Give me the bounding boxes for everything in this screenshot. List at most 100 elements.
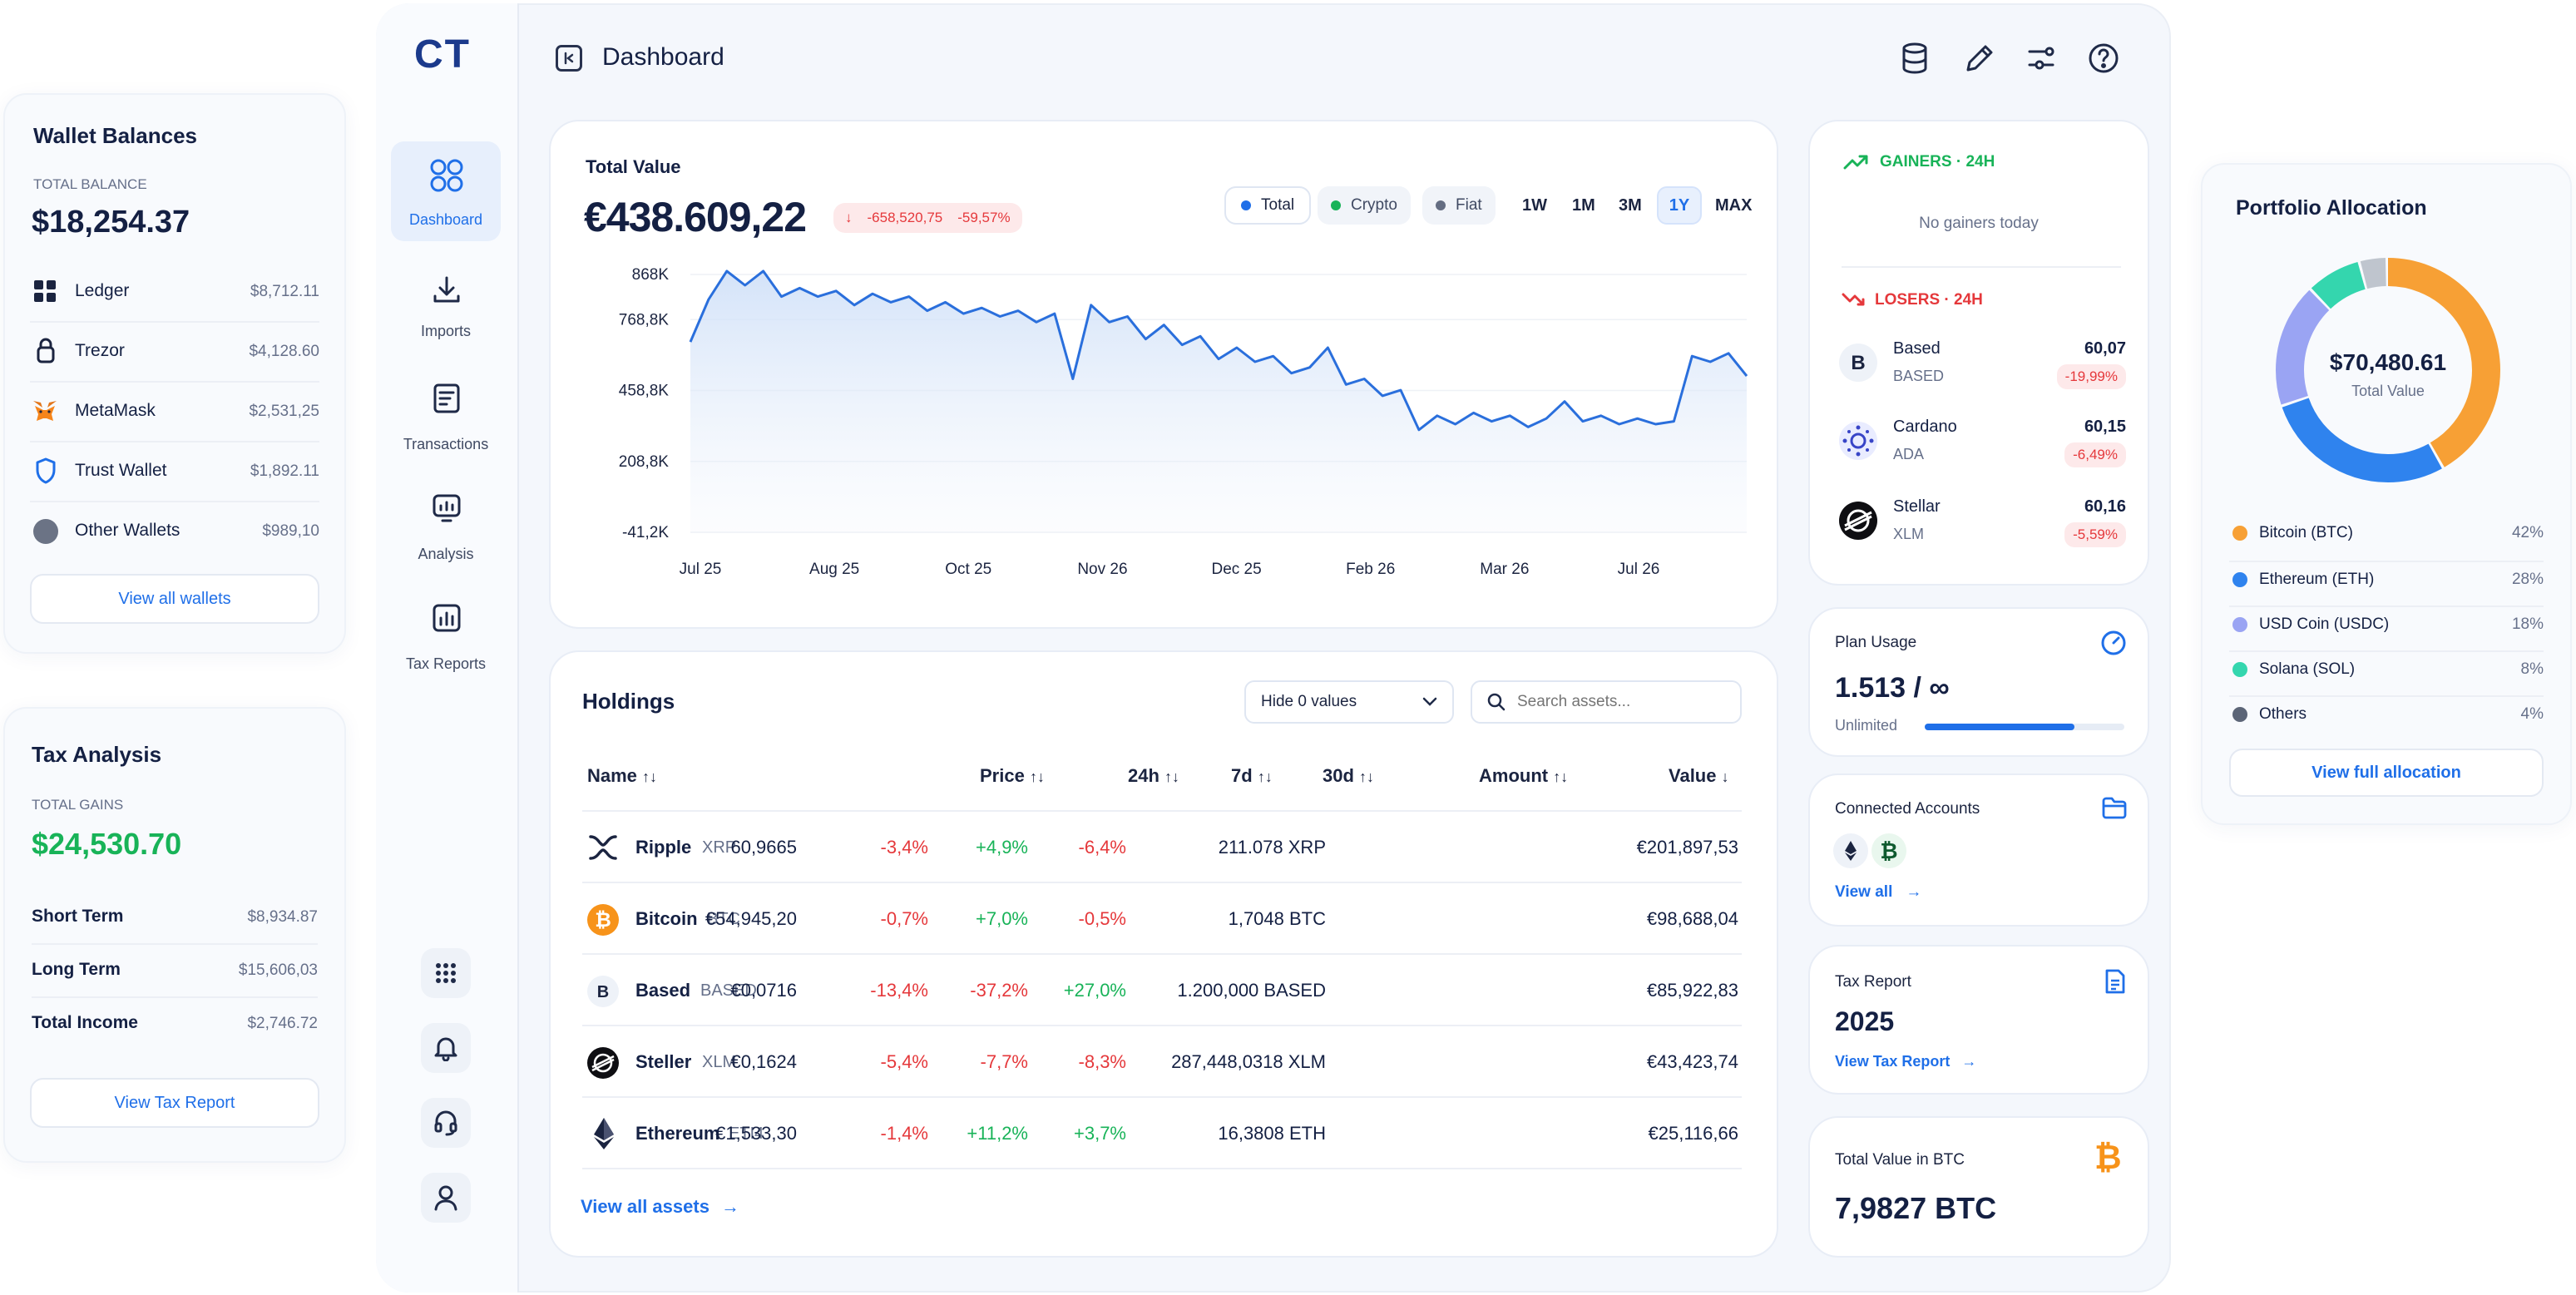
asset-name: Ethereum	[635, 1123, 720, 1144]
range-1w[interactable]: 1W	[1522, 196, 1547, 215]
col-name[interactable]: Name ↑↓	[587, 765, 657, 787]
col-7d[interactable]: 7d ↑↓	[1231, 765, 1273, 787]
change-amount: -658,520,75	[867, 210, 943, 225]
range-max[interactable]: MAX	[1715, 196, 1753, 215]
asset-price: €0,1624	[730, 1051, 797, 1072]
asset-symbol: XLM	[702, 1053, 737, 1071]
col-amount-label: Amount	[1479, 765, 1549, 786]
table-row[interactable]: Ethereum ETI4 €1,533,30 -1,4% +11,2% +3,…	[582, 1098, 1742, 1169]
hide-zero-select[interactable]: Hide 0 values	[1244, 680, 1454, 724]
range-1m[interactable]: 1M	[1572, 196, 1595, 215]
ethereum-account-badge[interactable]	[1833, 833, 1868, 868]
wallet-row-trust-wallet[interactable]: Trust Wallet $1,892.11	[30, 442, 319, 502]
connected-view-all-link[interactable]: View all →	[1835, 883, 1921, 902]
col-price-label: Price	[980, 765, 1025, 786]
based-icon: B	[1839, 344, 1877, 382]
header-divider	[582, 810, 1742, 812]
bitcoin-b-icon: ₿	[1880, 838, 1898, 863]
search-assets-box[interactable]	[1471, 680, 1742, 724]
col-amount[interactable]: Amount ↑↓	[1479, 765, 1568, 787]
arrow-right-icon: →	[1961, 1053, 1977, 1070]
filter-fiat-label: Fiat	[1456, 196, 1482, 214]
col-value[interactable]: Value ↓	[1669, 765, 1729, 787]
plan-usage-value: 1.513 / ∞	[1835, 672, 1950, 704]
tax-analysis-title: Tax Analysis	[32, 742, 162, 767]
loser-item[interactable]: Cardano ADA 60,15 -6,49%	[1838, 413, 2126, 479]
filter-total-label: Total	[1261, 196, 1295, 214]
filter-total[interactable]: Total	[1224, 186, 1312, 225]
arrow-down-icon: ↓	[845, 210, 853, 225]
apps-button[interactable]	[421, 948, 471, 998]
view-tax-report-button[interactable]: View Tax Report	[30, 1078, 319, 1128]
wallet-balances-card	[3, 93, 346, 654]
sliders-icon[interactable]	[2026, 42, 2056, 75]
loser-item[interactable]: Stellar XLM 60,16 -5,59%	[1838, 492, 2126, 559]
wallet-row-trezor[interactable]: Trezor $4,128.60	[30, 323, 319, 383]
col-30d[interactable]: 30d ↑↓	[1323, 765, 1374, 787]
range-1y[interactable]: 1Y	[1657, 186, 1702, 225]
wallet-value: $989,10	[262, 522, 319, 540]
range-1y-label: 1Y	[1669, 195, 1690, 215]
x-tick-label: Aug 25	[809, 561, 859, 578]
app-logo[interactable]: CT	[414, 32, 471, 77]
view-all-wallets-button[interactable]: View all wallets	[30, 574, 319, 624]
col-name-label: Name	[587, 765, 637, 786]
cardano-icon	[1839, 422, 1877, 460]
hide-zero-select-value: Hide 0 values	[1261, 693, 1357, 710]
legend-pct: 18%	[2511, 615, 2544, 633]
notifications-button[interactable]	[421, 1023, 471, 1073]
nav-item-analysis[interactable]: Analysis	[391, 484, 501, 567]
loser-change: -5,59%	[2064, 522, 2126, 547]
nav-item-transactions[interactable]: Transactions	[391, 374, 501, 457]
search-assets-input[interactable]	[1517, 693, 1717, 711]
table-row[interactable]: Steller XLM €0,1624 -5,4% -7,7% -8,3% 28…	[582, 1026, 1742, 1098]
filter-crypto[interactable]: Crypto	[1318, 186, 1411, 225]
download-icon	[433, 276, 460, 303]
filter-fiat[interactable]: Fiat	[1422, 186, 1496, 225]
view-all-assets-link[interactable]: View all assets →	[581, 1196, 739, 1218]
database-icon[interactable]	[1900, 42, 1930, 75]
nav-item-imports[interactable]: Imports	[391, 266, 501, 349]
loser-item[interactable]: B Based BASED 60,07 -19,99%	[1838, 334, 2126, 401]
bitcoin-account-badge[interactable]: ₿	[1871, 833, 1906, 868]
trend-up-icon	[1843, 155, 1868, 170]
nav-item-tax-reports[interactable]: Tax Reports	[391, 594, 501, 677]
tax-row-value: $2,746.72	[247, 1015, 318, 1032]
no-gainers-text: No gainers today	[1919, 215, 2039, 232]
table-row[interactable]: ₿ Bitcoin BTC €54,945,20 -0,7% +7,0% -0,…	[582, 883, 1742, 955]
support-button[interactable]	[421, 1098, 471, 1148]
wallet-value: $8,712.11	[250, 283, 319, 300]
total-value-amount: €438.609,22	[584, 194, 807, 240]
btc-value-label: Total Value in BTC	[1835, 1151, 1965, 1169]
based-icon: B	[587, 976, 619, 1007]
table-row[interactable]: Ripple XRP 60,9665 -3,4% +4,9% -6,4% 211…	[582, 812, 1742, 883]
legend-dot-icon	[2232, 707, 2247, 722]
collapse-sidebar-button[interactable]	[556, 45, 582, 72]
document-icon[interactable]	[2104, 968, 2126, 995]
loser-symbol: ADA	[1893, 446, 1925, 462]
asset-value: €98,688,04	[1646, 908, 1738, 929]
wallet-row-metamask[interactable]: MetaMask $2,531,25	[30, 383, 319, 442]
wallet-name: Trust Wallet	[75, 461, 167, 480]
tax-row-label: Long Term	[32, 960, 121, 979]
col-24h[interactable]: 24h ↑↓	[1128, 765, 1179, 787]
allocation-donut-chart	[2276, 258, 2500, 482]
nav-item-dashboard[interactable]: Dashboard	[391, 141, 501, 241]
folder-icon[interactable]	[2101, 795, 2128, 820]
view-tax-report-link[interactable]: View Tax Report →	[1835, 1053, 1976, 1070]
pencil-icon[interactable]	[1963, 42, 1993, 75]
wallet-row-other-wallets[interactable]: Other Wallets $989,10	[30, 502, 319, 562]
col-price[interactable]: Price ↑↓	[980, 765, 1045, 787]
x-tick-label: Nov 26	[1077, 561, 1127, 578]
svg-text:₿: ₿	[595, 909, 611, 932]
profile-button[interactable]	[421, 1173, 471, 1223]
table-row[interactable]: B Based BASED €0,0716 -13,4% -37,2% +27,…	[582, 955, 1742, 1026]
view-full-allocation-button[interactable]: View full allocation	[2229, 749, 2544, 797]
range-3m[interactable]: 3M	[1619, 196, 1642, 215]
gray-dot-icon	[1436, 200, 1446, 210]
bell-icon	[434, 1037, 457, 1061]
wallet-row-ledger[interactable]: Ledger $8,712.11	[30, 263, 319, 323]
help-icon[interactable]	[2088, 42, 2119, 75]
losers-label: LOSERS · 24H	[1875, 291, 1983, 309]
asset-price: 60,9665	[730, 837, 797, 858]
